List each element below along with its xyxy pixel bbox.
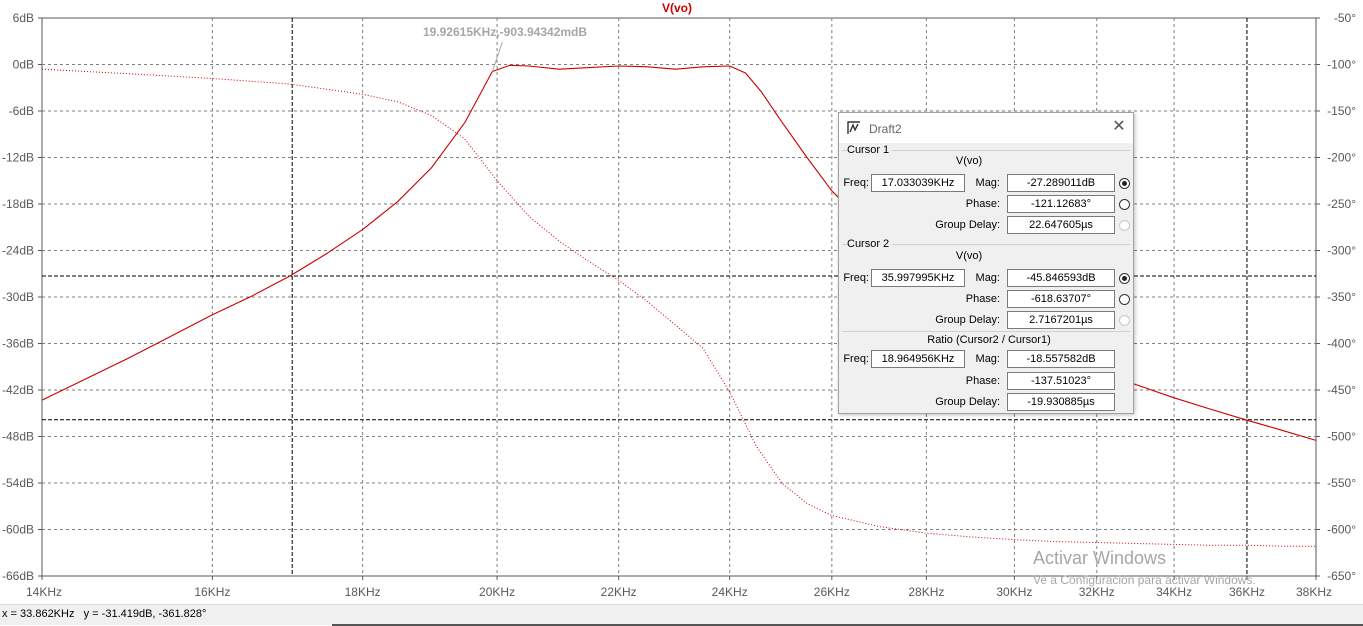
cursor1-mag-radio[interactable] [1119, 178, 1130, 189]
left-tick-label: -24dB [2, 244, 34, 258]
ratio-freq-field[interactable]: 18.964956KHz [871, 350, 965, 368]
cursor2-gd-radio[interactable] [1119, 315, 1130, 326]
right-tick-label: -100° [1327, 58, 1356, 72]
right-tick-label: -500° [1327, 430, 1356, 444]
right-tick-label: -450° [1327, 383, 1356, 397]
ratio-phase-field[interactable]: -137.51023° [1007, 372, 1115, 390]
left-tick-label: -18dB [2, 197, 34, 211]
left-tick-label: -6dB [9, 104, 34, 118]
right-tick-label: -650° [1327, 569, 1356, 583]
right-tick-label: -150° [1327, 104, 1356, 118]
cursor-window[interactable]: Draft2 ✕ Cursor 1 V(vo) Freq: 17.033039K… [838, 112, 1134, 414]
left-tick-label: -36dB [2, 337, 34, 351]
left-tick-label: -30dB [2, 290, 34, 304]
ratio-mag-field[interactable]: -18.557582dB [1007, 350, 1115, 368]
left-tick-label: -48dB [2, 430, 34, 444]
right-tick-label: -250° [1327, 197, 1356, 211]
cursor1-label: Cursor 1 [847, 144, 893, 156]
right-tick-label: -200° [1327, 151, 1356, 165]
x-tick-label: 28KHz [908, 585, 944, 599]
watermark-title: Activar Windows [1033, 548, 1166, 568]
ratio-gd-field[interactable]: -19.930885µs [1007, 393, 1115, 411]
left-tick-label: -42dB [2, 383, 34, 397]
cursor1-phase-label: Phase: [965, 198, 1000, 210]
cursor2-mag-label: Mag: [975, 272, 1000, 284]
right-tick-label: -550° [1327, 476, 1356, 490]
cursor1-freq-label: Freq: [843, 177, 869, 189]
ratio-mag-label: Mag: [975, 353, 1000, 365]
ratio-phase-label: Phase: [965, 375, 1000, 387]
trace-title[interactable]: V(vo) [662, 1, 692, 15]
x-tick-label: 16KHz [194, 585, 230, 599]
cursor2-phase-label: Phase: [965, 293, 1000, 305]
cursor1-freq-field[interactable]: 17.033039KHz [871, 174, 965, 192]
x-tick-label: 32KHz [1079, 585, 1115, 599]
cursor2-gd-field[interactable]: 2.7167201µs [1007, 311, 1115, 329]
left-tick-label: 0dB [13, 58, 34, 72]
x-tick-label: 26KHz [814, 585, 850, 599]
bode-plot[interactable]: 6dB 0dB -6dB -12dB -18dB -24dB -30dB -36dB -42dB… [0, 0, 1363, 604]
x-tick-label: 30KHz [996, 585, 1032, 599]
right-tick-label: -400° [1327, 337, 1356, 351]
window-title: Draft2 [869, 122, 902, 136]
status-bar: x = 33.862KHz y = -31.419dB, -361.828° [0, 604, 1363, 626]
x-tick-label: 36KHz [1229, 585, 1265, 599]
left-tick-label: -12dB [2, 151, 34, 165]
cursor1-trace: V(vo) [955, 155, 983, 167]
phase-trace [41, 68, 1316, 547]
ratio-freq-label: Freq: [843, 353, 869, 365]
x-tick-label: 22KHz [601, 585, 637, 599]
left-tick-label: 6dB [13, 11, 34, 25]
cursor1-group-border [842, 150, 1130, 151]
cursor2-mag-radio[interactable] [1119, 273, 1130, 284]
right-tick-label: -50° [1334, 11, 1356, 25]
cursor1-gd-field[interactable]: 22.647605µs [1007, 216, 1115, 234]
ratio-gd-label: Group Delay: [935, 396, 1000, 408]
left-tick-label: -66dB [2, 569, 34, 583]
cursor2-freq-label: Freq: [843, 272, 869, 284]
cursor1-gd-radio[interactable] [1119, 220, 1130, 231]
cursor2-phase-field[interactable]: -618.63707° [1007, 290, 1115, 308]
right-tick-label: -300° [1327, 244, 1356, 258]
cursor2-trace: V(vo) [955, 250, 983, 262]
cursor1-mag-field[interactable]: -27.289011dB [1007, 174, 1115, 192]
cursor1-phase-radio[interactable] [1119, 199, 1130, 210]
watermark-subtitle: Ve a Configuración para activar Windows. [1033, 573, 1256, 587]
window-titlebar[interactable]: Draft2 ✕ [839, 113, 1133, 143]
tick-labels: 6dB 0dB -6dB -12dB -18dB -24dB -30dB -36dB -42dB… [2, 11, 1356, 599]
right-tick-label: -350° [1327, 290, 1356, 304]
cursor2-freq-field[interactable]: 35.997995KHz [871, 269, 965, 287]
grid [41, 17, 1317, 577]
annotation-leader [491, 41, 503, 72]
close-icon[interactable]: ✕ [1112, 118, 1126, 135]
point-annotation: 19.92615KHz,-903.94342mdB [423, 25, 587, 39]
cursor2-gd-label: Group Delay: [935, 314, 1000, 326]
x-tick-label: 34KHz [1156, 585, 1192, 599]
cursor-lines[interactable] [42, 18, 1316, 576]
left-tick-label: -60dB [2, 523, 34, 537]
x-tick-label: 14KHz [26, 585, 62, 599]
ratio-label: Ratio (Cursor2 / Cursor1) [927, 334, 1051, 346]
cursor1-gd-label: Group Delay: [935, 219, 1000, 231]
x-tick-label: 38KHz [1296, 585, 1332, 599]
cursor1-mag-label: Mag: [975, 177, 1000, 189]
cursor2-group-border [842, 244, 1130, 245]
cursor2-label: Cursor 2 [847, 238, 893, 250]
cursor2-phase-radio[interactable] [1119, 294, 1130, 305]
cursor2-mag-field[interactable]: -45.846593dB [1007, 269, 1115, 287]
status-readout: x = 33.862KHz y = -31.419dB, -361.828° [2, 608, 207, 620]
x-tick-label: 20KHz [479, 585, 515, 599]
left-tick-label: -54dB [2, 476, 34, 490]
waveform-icon [847, 121, 860, 134]
ratio-group-border [842, 331, 1130, 332]
right-tick-label: -600° [1327, 523, 1356, 537]
x-tick-label: 24KHz [712, 585, 748, 599]
cursor1-phase-field[interactable]: -121.12683° [1007, 195, 1115, 213]
x-tick-label: 18KHz [345, 585, 381, 599]
